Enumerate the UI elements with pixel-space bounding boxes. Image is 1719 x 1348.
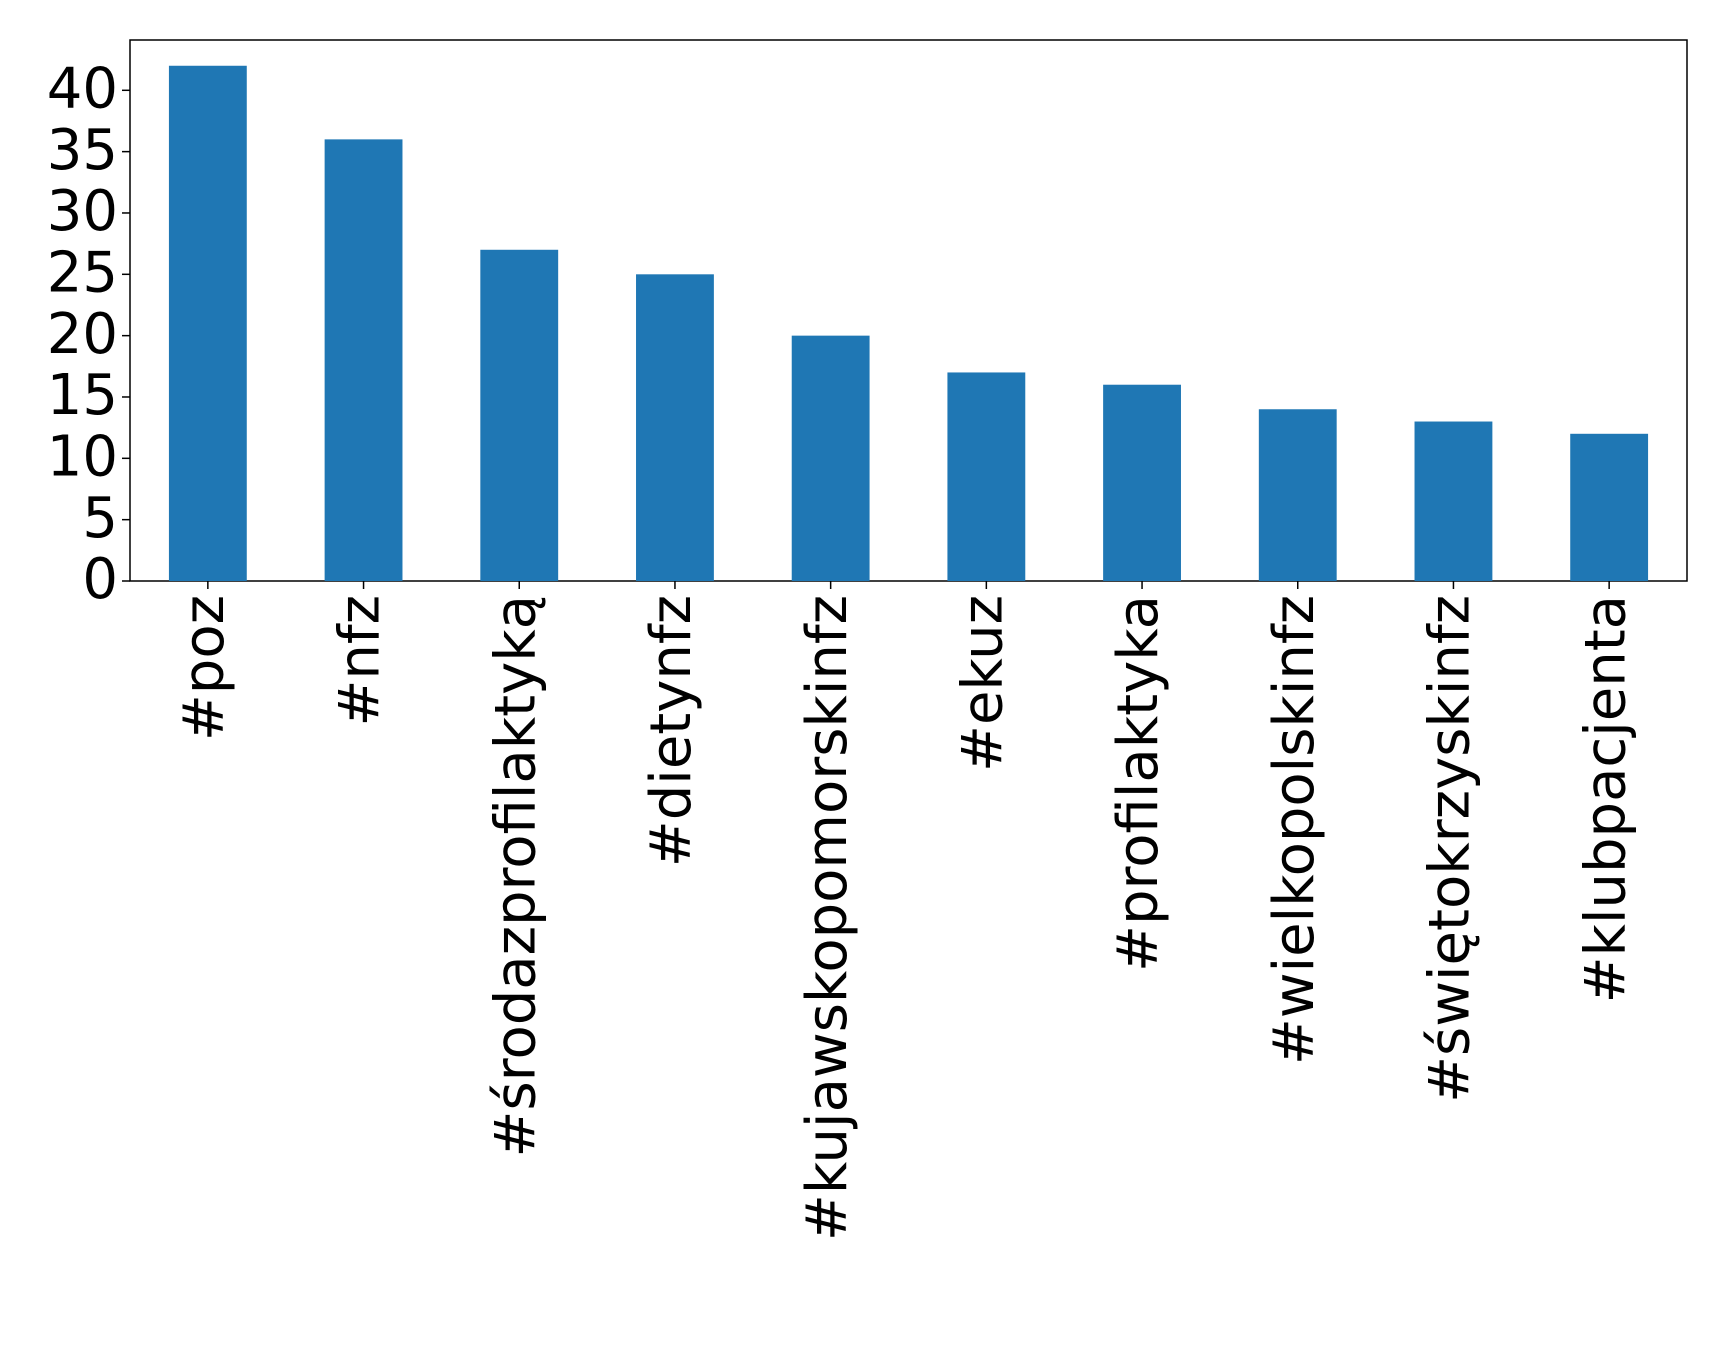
y-tick-label: 5 [82,486,118,551]
bar [1570,433,1649,581]
x-tick-label: #klubpacjenta [1573,595,1638,1003]
x-tick-label: #nfz [328,595,393,727]
y-tick-label: 20 [47,302,118,367]
bar [636,274,714,581]
x-tick-label: #środazprofilaktyką [483,595,548,1157]
bar [1258,409,1337,581]
y-tick-label: 40 [47,56,118,121]
bar [480,249,559,581]
y-tick-label: 35 [47,118,118,183]
y-tick-label: 0 [82,547,118,612]
bar [324,139,403,581]
bar [1414,421,1493,581]
bar [791,335,870,581]
y-tick-label: 15 [47,363,118,428]
x-tick-label: #profilaktyka [1106,595,1171,972]
y-tick-label: 25 [47,240,118,305]
x-tick-label: #poz [172,595,237,741]
y-tick-label: 10 [47,424,118,489]
x-tick-label: #ekuz [950,595,1015,772]
plot-frame [129,39,1688,582]
x-tick-label: #świętokrzyskinfz [1418,595,1483,1103]
x-tick-label: #dietynfz [639,595,704,867]
bar [168,65,247,581]
x-tick-label: #kujawskopomorskinfz [795,595,860,1241]
x-tick-label: #wielkopolskinfz [1262,595,1327,1065]
bar [1103,384,1181,581]
y-tick-label: 30 [47,179,118,244]
bar [947,372,1026,581]
